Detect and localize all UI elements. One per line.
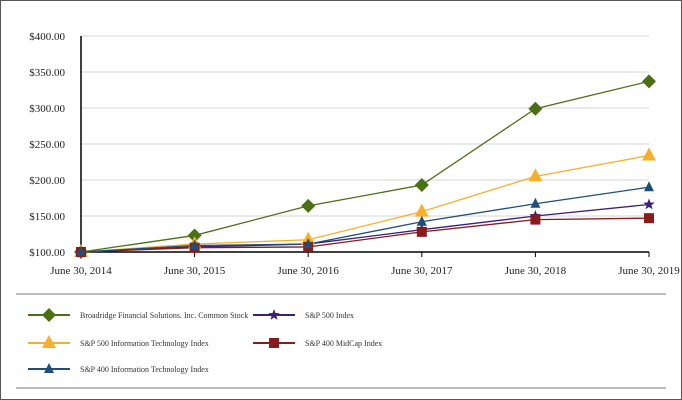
data-point: [76, 246, 86, 256]
y-tick-label: $150.00: [29, 211, 65, 223]
legend-item: S&P 500 Information Technology Index: [28, 335, 209, 351]
legend-swatch: [28, 308, 70, 322]
legend: Broadridge Financial Solutions. Inc. Com…: [16, 293, 666, 389]
legend-marker: [42, 335, 56, 348]
data-point: [301, 198, 316, 213]
series-line: [80, 203, 650, 253]
legend-label: S&P 500 Information Technology Index: [80, 338, 209, 348]
data-point: [416, 215, 427, 226]
legend-label: S&P 400 Information Technology Index: [80, 364, 209, 374]
y-tick-label: $350.00: [29, 67, 65, 79]
legend-item: Broadridge Financial Solutions. Inc. Com…: [28, 307, 248, 323]
y-tick-label: $100.00: [29, 247, 65, 259]
y-tick-label: $200.00: [29, 175, 65, 187]
legend-item: S&P 500 Index: [253, 307, 354, 323]
data-point: [303, 238, 314, 249]
legend-swatch: [253, 309, 295, 320]
data-point: [530, 197, 541, 208]
legend-label: S&P 400 MidCap Index: [305, 338, 383, 348]
x-tick-label: June 30, 2018: [505, 265, 567, 277]
data-point: [644, 181, 654, 192]
series-line: [80, 186, 650, 253]
y-tick-label: $300.00: [29, 103, 65, 115]
data-point: [644, 213, 654, 224]
legend-item: S&P 400 Information Technology Index: [28, 361, 209, 377]
data-point: [643, 198, 655, 210]
x-tick-label: June 30, 2014: [50, 265, 112, 277]
x-tick-label: June 30, 2019: [618, 265, 680, 277]
x-tick-label: June 30, 2017: [391, 265, 453, 277]
data-point: [530, 214, 541, 225]
legend-marker: [42, 308, 56, 322]
legend-swatch: [28, 335, 70, 348]
series-line: [80, 217, 650, 253]
legend-item: S&P 400 MidCap Index: [253, 335, 382, 351]
legend-label: Broadridge Financial Solutions. Inc. Com…: [80, 310, 249, 320]
x-tick-label: June 30, 2015: [164, 265, 226, 277]
legend-marker: [44, 363, 54, 373]
y-tick-label: $400.00: [29, 31, 65, 43]
series-line: [80, 154, 650, 253]
legend-marker: [269, 338, 279, 348]
legend-swatch: [253, 338, 295, 348]
data-point: [642, 74, 656, 89]
data-point: [187, 228, 202, 243]
legend-marker: [268, 309, 280, 320]
series-line: [80, 80, 650, 253]
data-point: [642, 147, 656, 161]
data-point: [528, 101, 543, 116]
line-chart: $100.00 $150.00 $200.00 $250.00 $300.00 $350.…: [29, 31, 680, 277]
data-point: [414, 203, 429, 217]
y-tick-label: $250.00: [29, 139, 65, 151]
data-point: [528, 168, 543, 182]
data-point: [414, 178, 429, 193]
data-point: [416, 226, 427, 237]
x-tick-label: June 30, 2016: [277, 265, 339, 277]
data-point: [189, 239, 200, 250]
legend-swatch: [28, 363, 70, 373]
legend-label: S&P 500 Index: [305, 310, 355, 320]
